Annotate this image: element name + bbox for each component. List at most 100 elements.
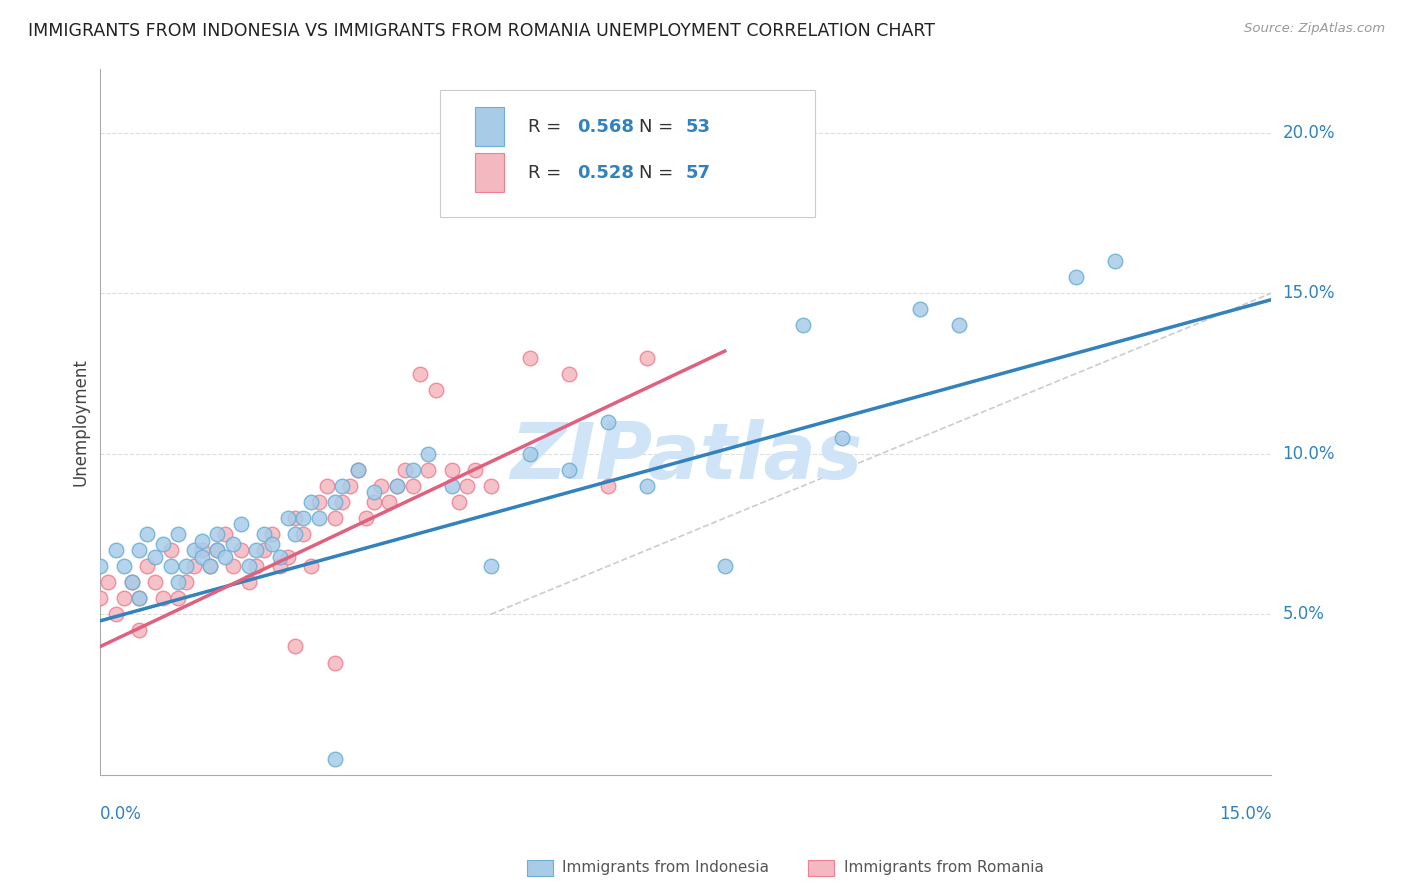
Point: [152, 591, 174, 606]
Text: Source: ZipAtlas.com: Source: ZipAtlas.com: [1244, 22, 1385, 36]
Point: [385, 479, 408, 493]
Point: [167, 591, 190, 606]
Point: [596, 479, 619, 493]
Point: [121, 575, 143, 590]
Point: [159, 559, 181, 574]
Point: [292, 527, 315, 541]
Text: 0.568: 0.568: [576, 118, 634, 136]
Point: [1104, 254, 1126, 268]
Point: [440, 479, 463, 493]
Point: [143, 575, 166, 590]
Point: [214, 549, 236, 564]
Point: [464, 463, 486, 477]
Point: [908, 302, 931, 317]
Point: [363, 485, 385, 500]
Point: [636, 479, 658, 493]
Point: [174, 575, 197, 590]
Point: [128, 543, 150, 558]
Point: [245, 559, 267, 574]
Point: [112, 559, 135, 574]
Point: [207, 527, 229, 541]
Point: [104, 607, 127, 622]
Point: [222, 537, 245, 551]
Point: [792, 318, 814, 333]
FancyBboxPatch shape: [475, 107, 505, 146]
Point: [174, 559, 197, 574]
Point: [378, 495, 401, 509]
Point: [167, 527, 190, 541]
Point: [284, 640, 307, 654]
Point: [143, 549, 166, 564]
Point: [330, 479, 353, 493]
Point: [347, 463, 370, 477]
Text: 53: 53: [686, 118, 711, 136]
Point: [315, 479, 337, 493]
Text: 0.0%: 0.0%: [100, 805, 142, 823]
Point: [394, 463, 416, 477]
Point: [323, 495, 346, 509]
Y-axis label: Unemployment: Unemployment: [72, 358, 89, 485]
Point: [191, 533, 214, 548]
Point: [269, 549, 291, 564]
Text: Immigrants from Romania: Immigrants from Romania: [844, 860, 1043, 874]
Point: [308, 511, 330, 525]
Point: [253, 543, 276, 558]
Point: [339, 479, 361, 493]
Point: [323, 752, 346, 766]
Point: [207, 543, 229, 558]
Point: [519, 351, 541, 365]
Point: [277, 549, 299, 564]
Point: [198, 559, 221, 574]
Point: [104, 543, 127, 558]
Point: [363, 495, 385, 509]
Point: [89, 559, 111, 574]
Point: [159, 543, 181, 558]
Point: [370, 479, 392, 493]
Point: [183, 543, 205, 558]
Text: N =: N =: [638, 164, 679, 182]
Point: [277, 511, 299, 525]
Point: [121, 575, 143, 590]
Text: Immigrants from Indonesia: Immigrants from Indonesia: [562, 860, 769, 874]
Point: [112, 591, 135, 606]
Point: [596, 415, 619, 429]
Point: [347, 463, 370, 477]
Point: [425, 383, 447, 397]
Point: [401, 479, 423, 493]
Point: [1064, 270, 1087, 285]
Point: [152, 537, 174, 551]
Point: [385, 479, 408, 493]
FancyBboxPatch shape: [440, 90, 814, 217]
Point: [262, 527, 284, 541]
Text: 20.0%: 20.0%: [1282, 124, 1334, 142]
Text: R =: R =: [527, 118, 567, 136]
Text: ZIPatlas: ZIPatlas: [509, 419, 862, 495]
Point: [245, 543, 267, 558]
Text: R =: R =: [527, 164, 567, 182]
Point: [557, 367, 579, 381]
Point: [440, 463, 463, 477]
Point: [136, 527, 159, 541]
Point: [198, 559, 221, 574]
Point: [323, 511, 346, 525]
Point: [557, 463, 579, 477]
Point: [191, 543, 214, 558]
Point: [713, 559, 735, 574]
Point: [262, 537, 284, 551]
Point: [97, 575, 120, 590]
Text: IMMIGRANTS FROM INDONESIA VS IMMIGRANTS FROM ROMANIA UNEMPLOYMENT CORRELATION CH: IMMIGRANTS FROM INDONESIA VS IMMIGRANTS …: [28, 22, 935, 40]
Point: [183, 559, 205, 574]
Point: [222, 559, 245, 574]
Point: [323, 656, 346, 670]
Point: [284, 527, 307, 541]
Point: [167, 575, 190, 590]
Point: [308, 495, 330, 509]
Point: [214, 527, 236, 541]
Point: [128, 624, 150, 638]
Point: [409, 367, 432, 381]
Point: [519, 447, 541, 461]
Point: [675, 94, 697, 108]
Point: [89, 591, 111, 606]
Point: [831, 431, 853, 445]
Point: [238, 559, 260, 574]
